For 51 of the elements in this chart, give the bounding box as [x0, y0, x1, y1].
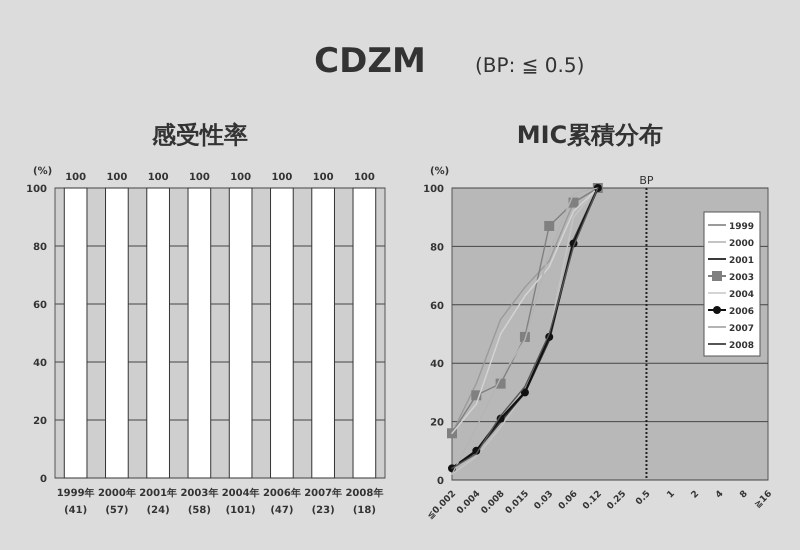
x-tick-label: 2	[690, 489, 702, 501]
x-tick-label: 2001年 (24)	[139, 487, 178, 516]
data-label: 100	[312, 172, 334, 183]
x-tick-label: 0.5	[634, 489, 653, 508]
x-tick-label: 2006年 (47)	[262, 487, 301, 516]
y-tick-label: 40	[430, 359, 444, 370]
y-axis-title: (%)	[33, 166, 52, 177]
y-tick-label: 60	[33, 300, 48, 311]
point	[447, 428, 457, 438]
x-tick-label: 1999年 (41)	[56, 487, 95, 516]
chart-title: 感受性率	[151, 121, 248, 149]
data-label: 100	[188, 172, 210, 183]
legend-label: 1999	[729, 222, 754, 232]
ref-line-label: BP	[639, 174, 654, 187]
x-tick-label: 2003年 (58)	[180, 487, 218, 516]
x-tick-label: 2000年 (57)	[98, 487, 136, 516]
data-label: 100	[271, 172, 292, 183]
chart-title: MIC累積分布	[516, 121, 664, 149]
legend-label: 2007	[729, 324, 754, 334]
legend-label: 2004	[729, 290, 754, 300]
data-label: 100	[65, 172, 86, 183]
y-tick-label: 0	[437, 476, 444, 487]
data-label: 100	[106, 172, 128, 183]
y-axis-title: (%)	[430, 166, 450, 177]
x-tick-label: 2004年 (101)	[222, 487, 260, 516]
legend-label: 2001	[729, 256, 754, 266]
x-tick-label: 2008年 (18)	[345, 487, 384, 516]
y-tick-label: 20	[33, 416, 48, 427]
x-tick-label: 2007年 (23)	[304, 487, 342, 516]
y-tick-label: 40	[33, 358, 48, 369]
data-label: 100	[230, 172, 252, 183]
y-tick-label: 20	[430, 418, 444, 429]
x-tick-label: 1	[665, 489, 677, 501]
y-tick-label: 60	[430, 300, 444, 312]
legend-label: 2006	[729, 307, 754, 317]
x-tick-label: 8	[738, 489, 750, 501]
y-tick-label: 100	[26, 184, 48, 195]
y-tick-label: 80	[33, 242, 48, 253]
y-tick-label: 80	[430, 242, 444, 254]
y-tick-label: 0	[40, 474, 48, 485]
text: (BP: ≦ 0.5)	[475, 53, 584, 77]
y-tick-label: 100	[423, 184, 444, 195]
legend-label: 2000	[729, 239, 754, 249]
data-label: 100	[148, 172, 169, 183]
legend-label: 2003	[729, 273, 754, 283]
text: CDZM	[314, 41, 426, 81]
legend-label: 2008	[729, 341, 754, 351]
x-tick-label: 4	[714, 489, 726, 501]
data-label: 100	[354, 172, 375, 183]
point	[544, 220, 554, 231]
point	[520, 388, 529, 396]
